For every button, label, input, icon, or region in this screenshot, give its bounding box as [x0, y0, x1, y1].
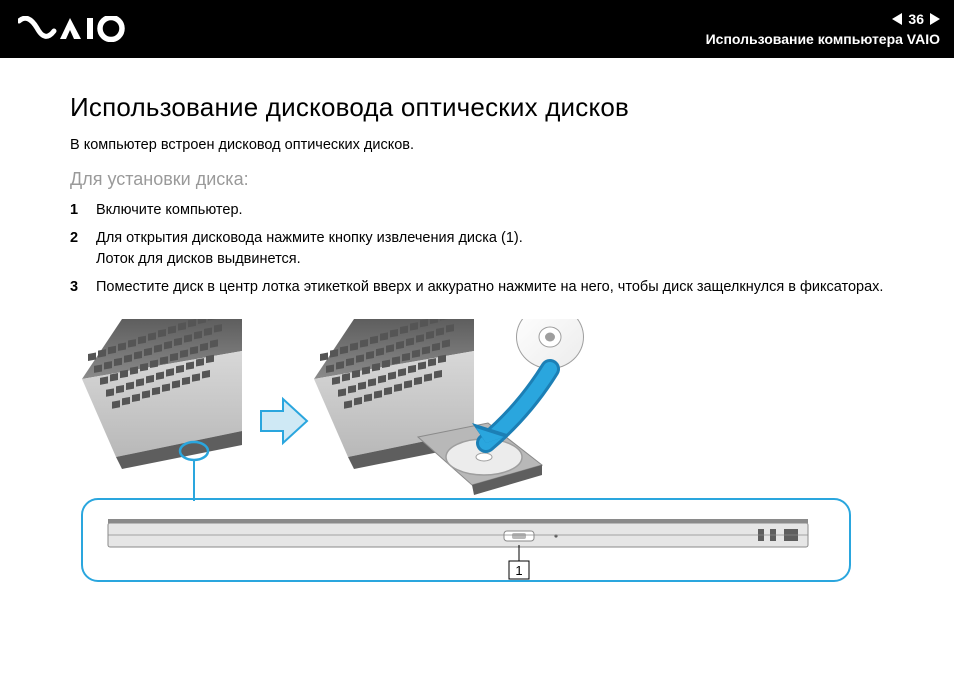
diagram-svg: 1: [76, 319, 856, 589]
vaio-logo: [18, 16, 128, 42]
page-number: 36: [908, 11, 924, 27]
step-number: 1: [70, 200, 96, 220]
steps-list: 1 Включите компьютер. 2 Для открытия дис…: [70, 200, 884, 297]
transition-arrow-icon: [261, 399, 307, 443]
step-number: 2: [70, 228, 96, 269]
step-item: 1 Включите компьютер.: [70, 200, 884, 220]
step-text: Для открытия дисковода нажмите кнопку из…: [96, 228, 884, 269]
breadcrumb[interactable]: Использование компьютера VAIO: [706, 31, 940, 47]
step-number: 3: [70, 277, 96, 297]
page-title: Использование дисковода оптических диско…: [70, 92, 884, 123]
section-subtitle: Для установки диска:: [70, 169, 884, 190]
header-bar: 36 Использование компьютера VAIO: [0, 0, 954, 58]
step-text: Включите компьютер.: [96, 200, 884, 220]
callout-label: 1: [515, 563, 522, 578]
next-page-arrow-icon[interactable]: [930, 13, 940, 25]
content: Использование дисковода оптических диско…: [0, 58, 954, 589]
step-item: 2 Для открытия дисковода нажмите кнопку …: [70, 228, 884, 269]
intro-text: В компьютер встроен дисковод оптических …: [70, 137, 884, 153]
illustration: 1: [76, 319, 884, 589]
step-item: 3 Поместите диск в центр лотка этикеткой…: [70, 277, 884, 297]
header-right: 36 Использование компьютера VAIO: [706, 11, 940, 47]
step-text: Поместите диск в центр лотка этикеткой в…: [96, 277, 884, 297]
prev-page-arrow-icon[interactable]: [892, 13, 902, 25]
page-nav: 36: [706, 11, 940, 27]
